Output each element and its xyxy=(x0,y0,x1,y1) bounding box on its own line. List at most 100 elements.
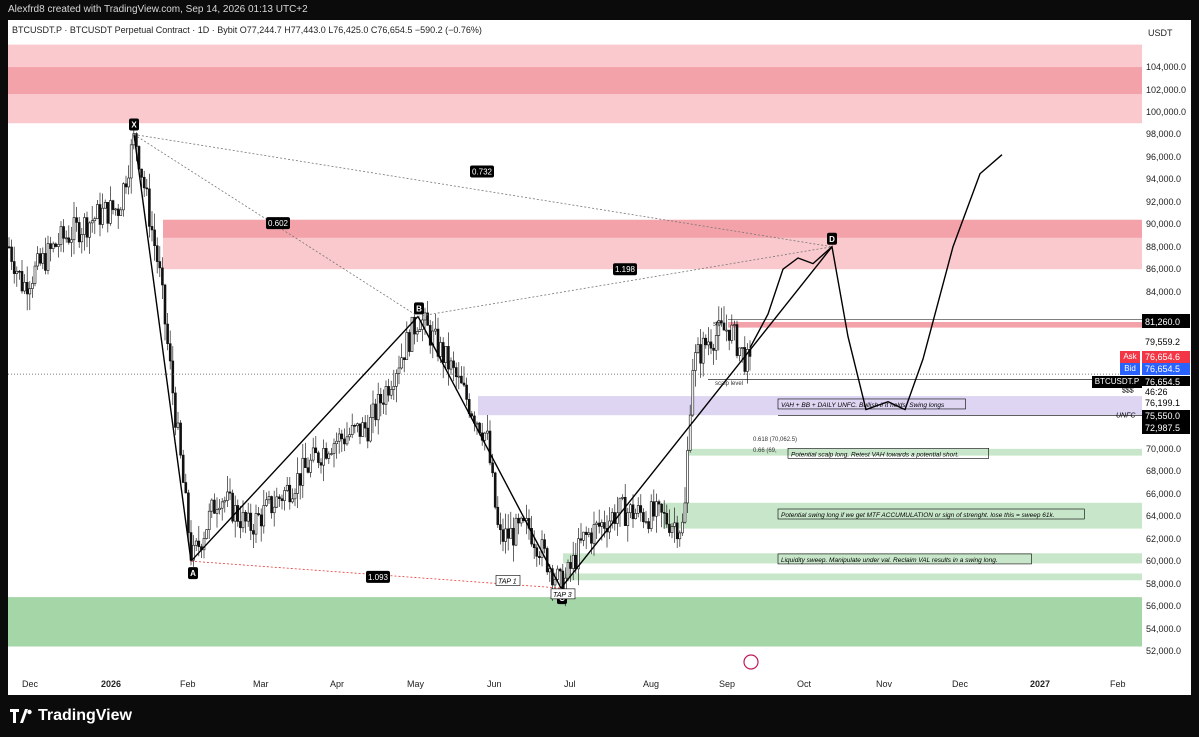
point-x-bg xyxy=(129,118,139,131)
candle-body xyxy=(96,204,99,219)
candle-body xyxy=(441,342,445,363)
candle-body xyxy=(145,187,149,190)
top-bar: Alexfrd8 created with TradingView.com, S… xyxy=(0,0,1199,20)
candles xyxy=(8,122,752,607)
candle-body xyxy=(44,253,47,271)
candle-body xyxy=(129,144,133,179)
price-tick: 70,000.0 xyxy=(1146,443,1182,454)
price-tag: 72,987.5 xyxy=(1142,422,1190,435)
candle-body xyxy=(743,347,747,372)
candle-body xyxy=(514,517,518,546)
candle-body xyxy=(332,443,336,454)
candle-body xyxy=(337,433,341,442)
candle-body xyxy=(460,375,463,384)
point-a-bg xyxy=(188,567,198,580)
zone-swing-long xyxy=(663,502,1142,529)
candle-body xyxy=(140,168,143,178)
time-label: 2027 xyxy=(1030,679,1051,689)
candle-body xyxy=(215,509,219,514)
candle-body xyxy=(345,436,349,445)
zone-liquidity-sweep xyxy=(563,553,1142,564)
brand-name: TradingView xyxy=(38,707,132,724)
tradingview-logo: TradingView xyxy=(10,707,132,725)
candle-body xyxy=(704,337,708,346)
price-axis[interactable]: USDT 104,000.0 102,000.0 100,000.0 98,000.0… xyxy=(1142,20,1191,675)
candle-body xyxy=(265,499,268,506)
candle-body xyxy=(397,367,401,374)
candle-body xyxy=(486,430,489,434)
candle-body xyxy=(317,452,320,463)
candle-body xyxy=(270,496,273,514)
candle-body xyxy=(324,448,328,459)
candle-body xyxy=(389,389,393,396)
candle-body xyxy=(722,322,726,331)
candle-body xyxy=(382,402,385,405)
zone-pattern-zone-inner xyxy=(163,219,1142,238)
candle-body xyxy=(709,341,713,349)
candle-body xyxy=(387,386,390,396)
time-label: Sep xyxy=(719,679,736,689)
candle-body xyxy=(8,246,11,249)
candle-body xyxy=(280,498,284,501)
candle-body xyxy=(218,507,221,510)
price-tag: 76,654.5 xyxy=(1142,363,1190,376)
candle-body xyxy=(369,417,372,442)
candle-body xyxy=(465,384,468,400)
candle-body xyxy=(457,375,461,378)
candle-body xyxy=(491,462,494,474)
candle-body xyxy=(80,234,84,243)
candle-body xyxy=(298,473,302,486)
candle-body xyxy=(688,414,692,451)
candle-body xyxy=(590,532,593,544)
candle-body xyxy=(28,288,32,295)
candle-body xyxy=(621,496,624,499)
candle-body xyxy=(254,513,258,535)
price-tick: 86,000.0 xyxy=(1146,264,1182,275)
candle-body xyxy=(205,529,208,539)
candle-body xyxy=(153,229,156,247)
price-tick: 104,000.0 xyxy=(1146,62,1187,73)
price-tick: 56,000.0 xyxy=(1146,601,1182,612)
point-a: A xyxy=(190,569,196,578)
candle-body xyxy=(101,207,104,225)
candle-body xyxy=(23,281,26,292)
price-tick: 100,000.0 xyxy=(1146,107,1187,117)
candle-body xyxy=(252,530,255,535)
zone-liq-lower xyxy=(563,573,1142,581)
candle-body xyxy=(226,491,229,501)
candle-body xyxy=(439,342,442,357)
candle-body xyxy=(566,562,570,579)
ratio-bd xyxy=(417,246,833,317)
candle-body xyxy=(678,532,682,540)
candle-body xyxy=(111,200,115,210)
candle-body xyxy=(452,360,455,368)
candle-body xyxy=(670,526,674,533)
candle-body xyxy=(725,329,728,332)
ratio-xd xyxy=(133,134,833,248)
candle-body xyxy=(33,265,37,284)
candle-body xyxy=(304,457,307,469)
candle-body xyxy=(20,271,24,292)
candle-body xyxy=(109,200,112,224)
zone-note: Potential scalp long. Retest VAH towards… xyxy=(791,451,959,458)
candle-body xyxy=(400,357,403,369)
candle-body xyxy=(530,528,533,545)
candle-body xyxy=(350,425,354,435)
candle-body xyxy=(384,386,388,405)
candle-body xyxy=(246,512,250,522)
candle-body xyxy=(610,512,614,522)
candle-body xyxy=(356,423,359,427)
candle-body xyxy=(194,540,198,546)
candle-body xyxy=(98,204,102,225)
candle-body xyxy=(62,226,65,239)
time-axis[interactable]: Dec 2026 Feb Mar Apr May Jun Jul Aug Sep Oct Nov Dec… xyxy=(8,675,1191,695)
candle-body xyxy=(434,328,437,332)
candle-body xyxy=(506,528,510,539)
candle-body xyxy=(83,217,86,235)
candle-body xyxy=(361,422,364,437)
candle-body xyxy=(259,514,263,527)
leg-xa xyxy=(133,134,192,562)
